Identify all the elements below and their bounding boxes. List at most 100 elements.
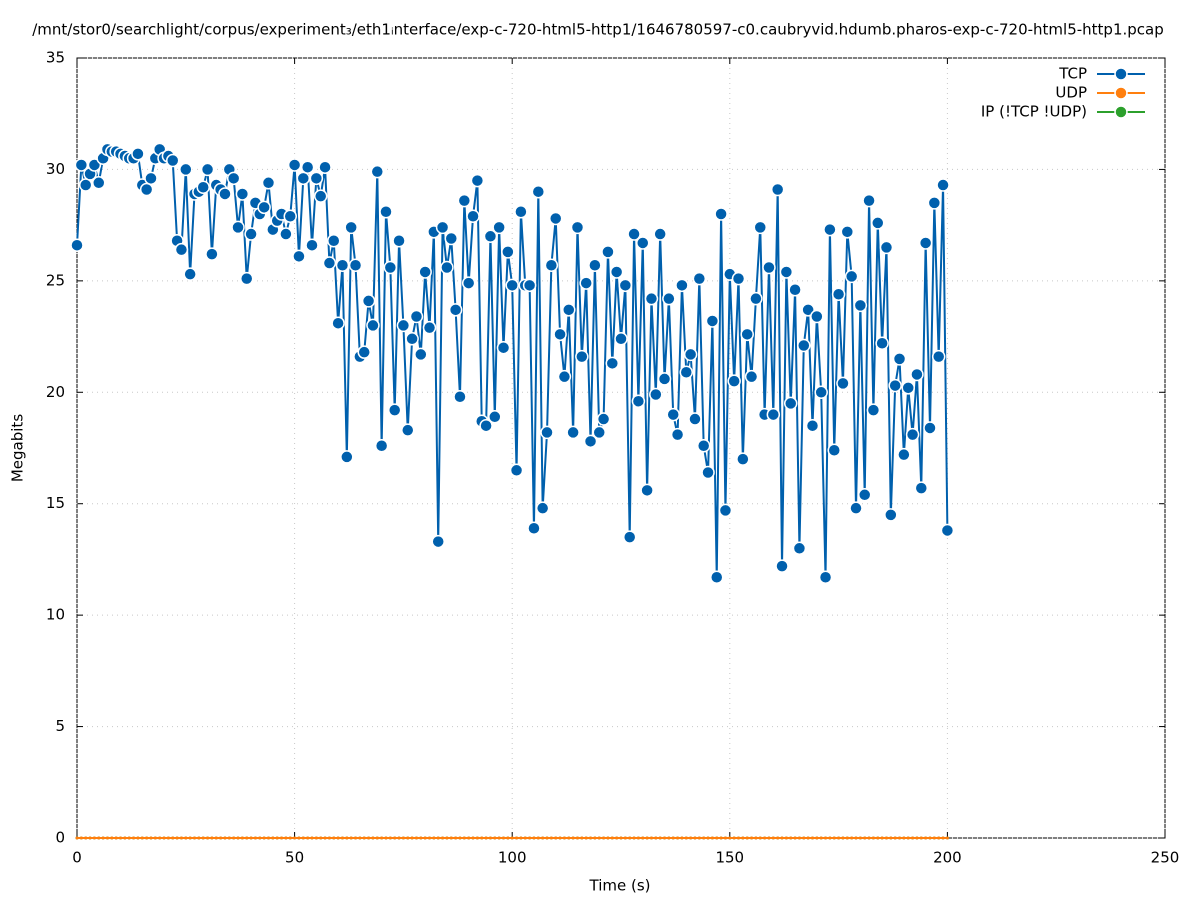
data-point bbox=[428, 836, 432, 840]
data-point bbox=[544, 258, 559, 273]
data-point bbox=[179, 836, 183, 840]
data-point bbox=[689, 836, 693, 840]
data-point bbox=[441, 836, 445, 840]
data-point bbox=[515, 836, 519, 840]
data-point bbox=[227, 836, 231, 840]
legend-marker bbox=[1114, 105, 1128, 119]
data-point bbox=[123, 836, 127, 840]
data-point bbox=[348, 258, 363, 273]
data-point bbox=[770, 182, 785, 197]
data-point bbox=[589, 836, 593, 840]
data-point bbox=[467, 836, 471, 840]
data-point bbox=[245, 836, 249, 840]
data-point bbox=[579, 276, 593, 290]
data-point bbox=[110, 836, 114, 840]
data-point bbox=[545, 836, 549, 840]
data-point bbox=[470, 173, 485, 188]
data-point bbox=[219, 836, 223, 840]
data-point bbox=[158, 836, 162, 840]
data-point bbox=[540, 425, 554, 440]
data-point bbox=[119, 836, 123, 840]
data-point bbox=[705, 314, 720, 328]
legend-label: IP (!TCP !UDP) bbox=[981, 103, 1087, 121]
data-point bbox=[201, 836, 205, 840]
data-point bbox=[253, 836, 257, 840]
x-axis-label: Time (s) bbox=[589, 877, 651, 895]
data-point bbox=[305, 238, 319, 252]
data-point bbox=[414, 836, 418, 840]
data-point bbox=[692, 271, 707, 286]
data-point bbox=[941, 836, 945, 840]
data-point bbox=[701, 465, 715, 480]
data-point bbox=[592, 425, 606, 440]
data-point bbox=[266, 836, 270, 840]
data-point bbox=[388, 836, 392, 840]
data-point bbox=[461, 276, 476, 290]
data-point bbox=[584, 836, 588, 840]
data-point bbox=[322, 256, 337, 270]
data-point bbox=[911, 836, 915, 840]
data-point bbox=[171, 836, 175, 840]
y-axis-label: Megabits bbox=[9, 414, 27, 482]
data-point bbox=[519, 836, 523, 840]
data-point bbox=[458, 836, 462, 840]
data-point bbox=[239, 271, 254, 286]
data-point bbox=[840, 225, 855, 239]
data-point bbox=[667, 836, 671, 840]
x-tick-label: 0 bbox=[72, 849, 82, 867]
data-point bbox=[349, 836, 353, 840]
data-point bbox=[767, 836, 771, 840]
data-point bbox=[718, 503, 733, 518]
data-point bbox=[641, 836, 645, 840]
data-point bbox=[493, 836, 497, 840]
data-point bbox=[319, 836, 323, 840]
data-point bbox=[914, 481, 929, 495]
data-point bbox=[549, 836, 553, 840]
data-point bbox=[414, 347, 428, 362]
data-point bbox=[488, 410, 502, 424]
data-point bbox=[162, 836, 166, 840]
data-point bbox=[875, 336, 889, 351]
data-point bbox=[367, 836, 371, 840]
data-point bbox=[383, 260, 398, 275]
data-point bbox=[758, 836, 762, 840]
data-point bbox=[905, 427, 920, 442]
data-point bbox=[893, 836, 897, 840]
data-point bbox=[136, 836, 140, 840]
data-point bbox=[354, 836, 358, 840]
data-point bbox=[205, 247, 219, 261]
x-tick-label: 250 bbox=[1151, 849, 1180, 867]
data-point bbox=[945, 836, 949, 840]
data-point bbox=[74, 158, 89, 172]
data-point bbox=[297, 836, 301, 840]
data-point bbox=[832, 836, 836, 840]
data-point bbox=[850, 836, 854, 840]
data-point bbox=[197, 836, 201, 840]
data-point bbox=[696, 439, 711, 453]
data-point bbox=[175, 836, 179, 840]
data-point bbox=[862, 193, 876, 208]
data-point bbox=[153, 836, 157, 840]
data-point bbox=[670, 427, 685, 442]
data-point bbox=[688, 412, 702, 426]
data-point bbox=[105, 836, 109, 840]
data-point bbox=[876, 836, 880, 840]
data-point bbox=[919, 836, 923, 840]
data-point bbox=[440, 260, 454, 275]
data-point bbox=[619, 836, 623, 840]
data-point bbox=[362, 836, 366, 840]
data-point bbox=[710, 836, 714, 840]
data-point bbox=[340, 836, 344, 840]
data-point bbox=[810, 309, 824, 324]
data-point bbox=[393, 836, 397, 840]
data-point bbox=[475, 836, 479, 840]
data-point bbox=[789, 836, 793, 840]
data-point bbox=[358, 836, 362, 840]
data-point bbox=[605, 356, 620, 371]
data-point bbox=[889, 836, 893, 840]
data-point bbox=[418, 265, 432, 279]
data-point bbox=[741, 836, 745, 840]
data-point bbox=[445, 836, 449, 840]
data-point bbox=[323, 836, 327, 840]
data-point bbox=[936, 178, 950, 192]
